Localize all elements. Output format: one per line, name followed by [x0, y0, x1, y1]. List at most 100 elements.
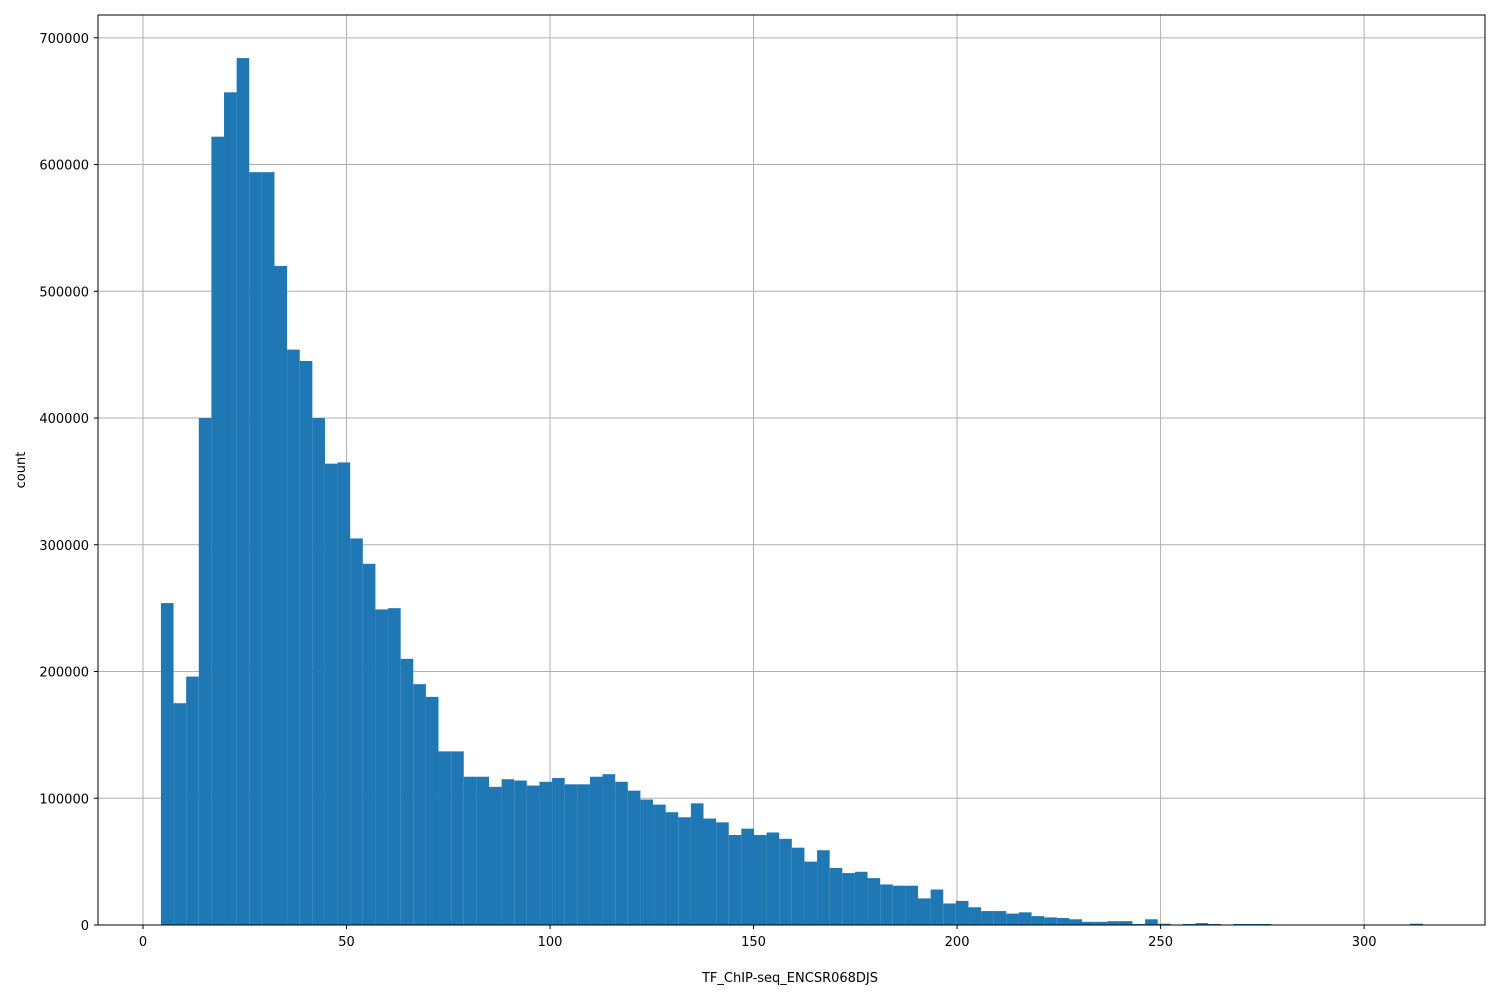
bar [804, 861, 818, 925]
bar [375, 609, 389, 925]
bar [539, 781, 553, 925]
bar [261, 172, 275, 926]
bar [413, 684, 426, 925]
bar [1094, 921, 1108, 925]
bar [791, 847, 805, 925]
bar [1069, 919, 1083, 925]
bar [854, 871, 868, 925]
bar [388, 608, 401, 925]
bar [236, 58, 250, 926]
x-tick-label: 0 [139, 935, 147, 950]
bar [981, 911, 994, 925]
x-tick-label: 250 [1148, 935, 1173, 950]
bar [779, 838, 792, 925]
bar [564, 784, 578, 925]
bar [501, 779, 515, 925]
bar [678, 817, 691, 925]
bar [274, 265, 288, 925]
bar [476, 776, 489, 925]
bar [867, 878, 881, 925]
x-tick-label: 50 [338, 935, 355, 950]
bar [741, 828, 754, 925]
bar [993, 911, 1007, 925]
bar [602, 774, 616, 925]
bar [1082, 921, 1095, 925]
bar [211, 136, 225, 925]
bar [880, 884, 893, 925]
bar [312, 418, 325, 925]
bar [488, 786, 502, 925]
bar [766, 832, 780, 925]
bar [930, 889, 944, 925]
bar [1107, 921, 1120, 925]
bar [173, 703, 187, 925]
bar [690, 803, 704, 925]
y-tick-label: 300000 [39, 539, 89, 554]
bar [892, 885, 906, 925]
bar [627, 790, 641, 925]
bar [425, 696, 439, 925]
bar [400, 658, 414, 925]
bar [1018, 912, 1032, 925]
bar [552, 777, 565, 925]
x-axis-label: TF_ChIP-seq_ENCSR068DJS [701, 971, 878, 986]
bar [1056, 918, 1070, 925]
bar [1132, 923, 1146, 925]
bar [918, 898, 931, 925]
bar [1044, 917, 1057, 925]
bar [350, 538, 363, 925]
bar [186, 676, 199, 925]
bar [640, 799, 654, 925]
bar [905, 885, 919, 925]
bar [451, 751, 464, 925]
x-tick-label: 100 [538, 935, 563, 950]
bar [299, 361, 313, 925]
bar [1145, 919, 1158, 925]
bar [955, 900, 969, 925]
bar [1031, 916, 1045, 925]
bar [1233, 923, 1247, 925]
bar [224, 92, 237, 925]
plot-frame [97, 14, 1486, 926]
bar [615, 781, 628, 925]
bar [1006, 913, 1019, 925]
bar [1258, 923, 1272, 925]
bar [324, 463, 338, 925]
bar [842, 873, 855, 925]
bar [287, 349, 300, 926]
bar [463, 776, 477, 925]
y-tick-label: 100000 [39, 792, 89, 807]
bar [817, 850, 830, 925]
bar [1410, 923, 1423, 925]
bar [438, 751, 452, 925]
bar [1195, 923, 1209, 925]
y-tick-label: 500000 [39, 285, 89, 300]
bar [753, 835, 767, 925]
bar [1246, 923, 1259, 925]
bar [337, 462, 351, 925]
bar [943, 903, 956, 925]
bar [1182, 923, 1196, 925]
bar [1157, 923, 1171, 925]
bar [249, 172, 262, 926]
bar [653, 804, 666, 925]
y-axis-label: count [14, 452, 29, 489]
y-tick-label: 700000 [39, 32, 89, 47]
bar [526, 785, 540, 925]
bar [362, 563, 376, 925]
x-tick-label: 200 [945, 935, 970, 950]
bar [1208, 923, 1221, 925]
bar [514, 780, 527, 925]
y-tick-label: 0 [81, 919, 89, 934]
bar [1119, 921, 1133, 925]
bar [829, 867, 843, 925]
y-tick-label: 200000 [39, 666, 89, 681]
x-tick-label: 150 [741, 935, 766, 950]
bar [968, 907, 982, 925]
bar [665, 812, 679, 925]
bar [703, 818, 717, 925]
y-tick-label: 600000 [39, 159, 89, 174]
x-tick-label: 300 [1352, 935, 1377, 950]
bar [716, 822, 729, 925]
bar [198, 418, 212, 925]
